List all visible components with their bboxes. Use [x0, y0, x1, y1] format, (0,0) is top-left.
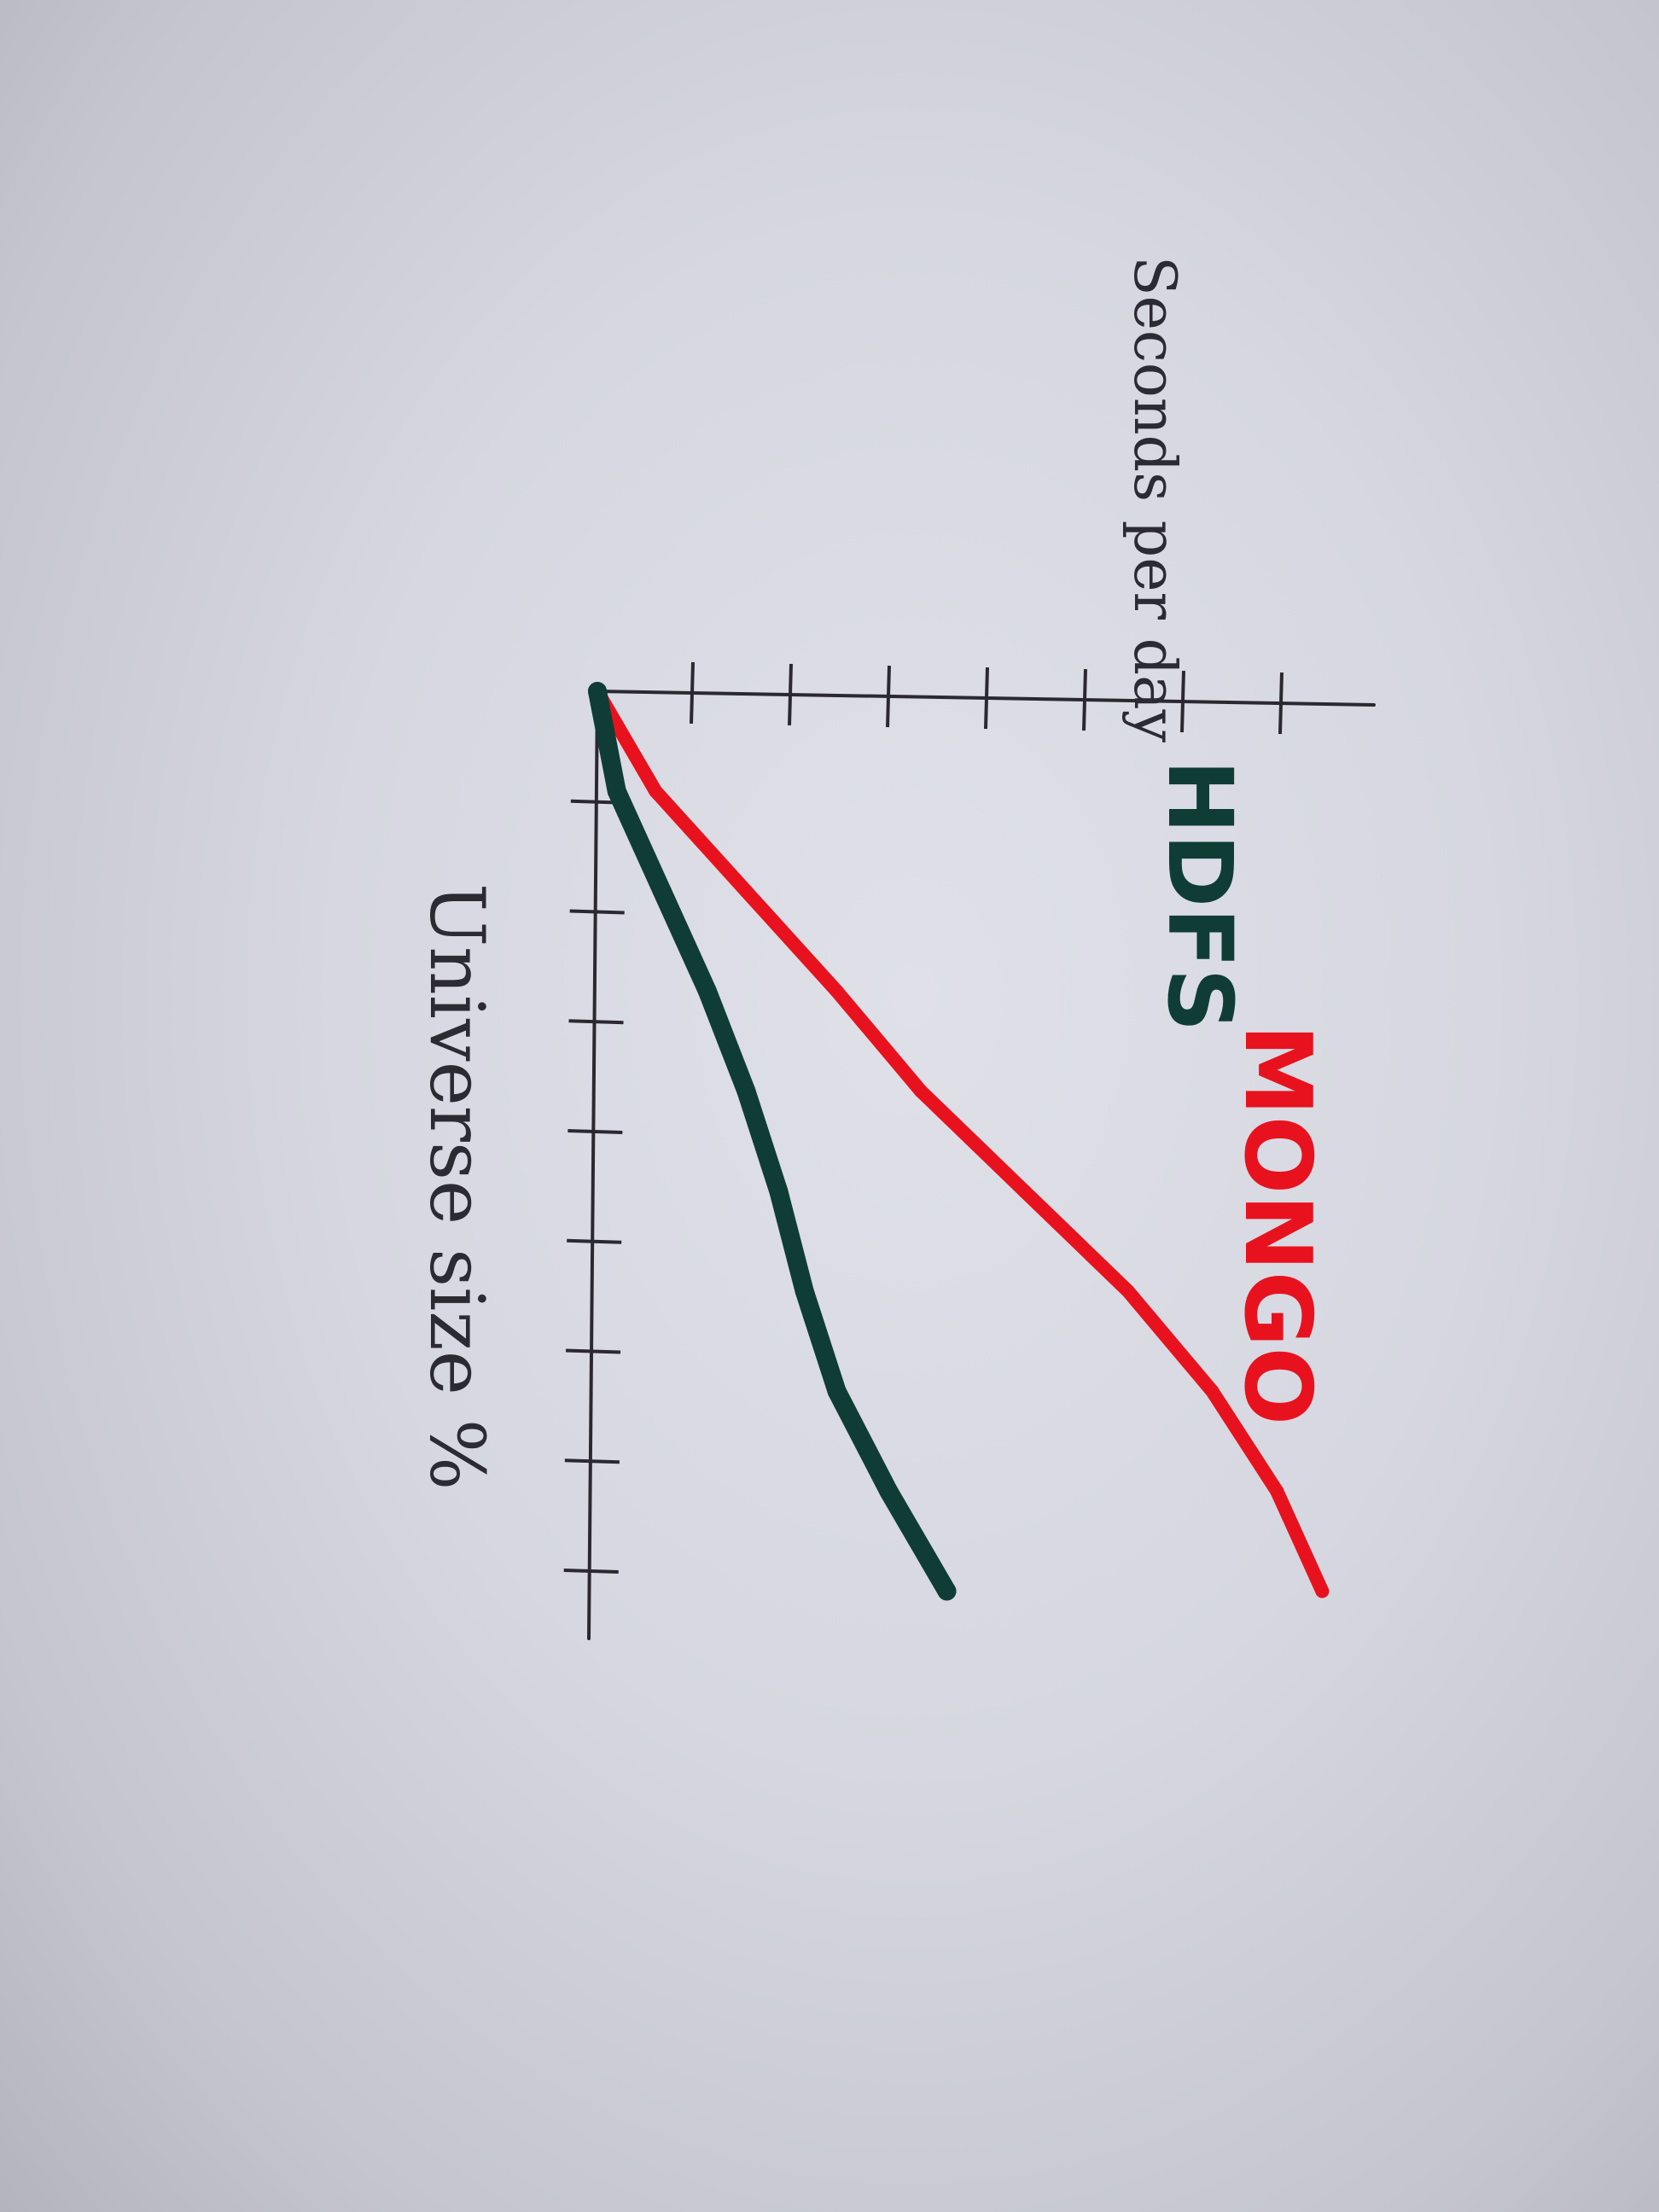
- chart-ticks: [563, 661, 1284, 1574]
- data-point-mongo: [649, 784, 663, 799]
- data-point-hdfs: [736, 1081, 756, 1101]
- series-line-hdfs: [588, 682, 957, 1601]
- y-axis-tick: [788, 663, 793, 726]
- y-axis-tick: [886, 665, 891, 728]
- x-axis-line: [587, 690, 599, 1640]
- data-point-mongo: [1121, 1284, 1135, 1298]
- x-axis-tick: [563, 1569, 619, 1574]
- chart-series: [588, 682, 1330, 1601]
- data-point-hdfs: [697, 981, 717, 1001]
- data-point-mongo: [1205, 1384, 1220, 1399]
- data-point-mongo: [830, 984, 844, 998]
- legend-hdfs: HDFS: [1148, 760, 1252, 1032]
- x-axis-tick: [569, 909, 625, 915]
- y-axis-tick: [1180, 671, 1185, 733]
- data-point-hdfs: [607, 782, 626, 801]
- data-point-mongo: [914, 1084, 928, 1098]
- data-point-hdfs: [937, 1581, 957, 1601]
- y-axis-tick: [1278, 672, 1284, 735]
- data-point-hdfs: [879, 1481, 899, 1501]
- data-point-mongo: [1315, 1584, 1330, 1598]
- y-axis-tick: [984, 667, 989, 730]
- series-line-mongo: [591, 684, 1330, 1598]
- y-axis-tick: [1082, 669, 1087, 731]
- data-point-mongo: [739, 884, 754, 899]
- legend-mongo: MONGO: [1224, 1024, 1330, 1425]
- data-point-mongo: [1017, 1184, 1032, 1198]
- data-point-hdfs: [769, 1181, 789, 1201]
- x-axis-tick: [564, 1458, 620, 1464]
- x-axis-tick: [567, 1238, 622, 1244]
- x-axis-tick: [568, 1129, 623, 1134]
- data-point-hdfs: [652, 882, 672, 901]
- data-point-hdfs: [827, 1382, 847, 1401]
- x-axis-tick: [568, 1019, 624, 1025]
- data-point-hdfs: [588, 682, 607, 701]
- data-point-hdfs: [795, 1282, 814, 1301]
- y-axis-label: Seconds per day: [1121, 256, 1188, 743]
- data-point-mongo: [1270, 1484, 1284, 1499]
- x-axis-label: Universe size %: [413, 883, 501, 1490]
- x-axis-tick: [565, 1348, 621, 1354]
- y-axis-tick: [690, 661, 695, 725]
